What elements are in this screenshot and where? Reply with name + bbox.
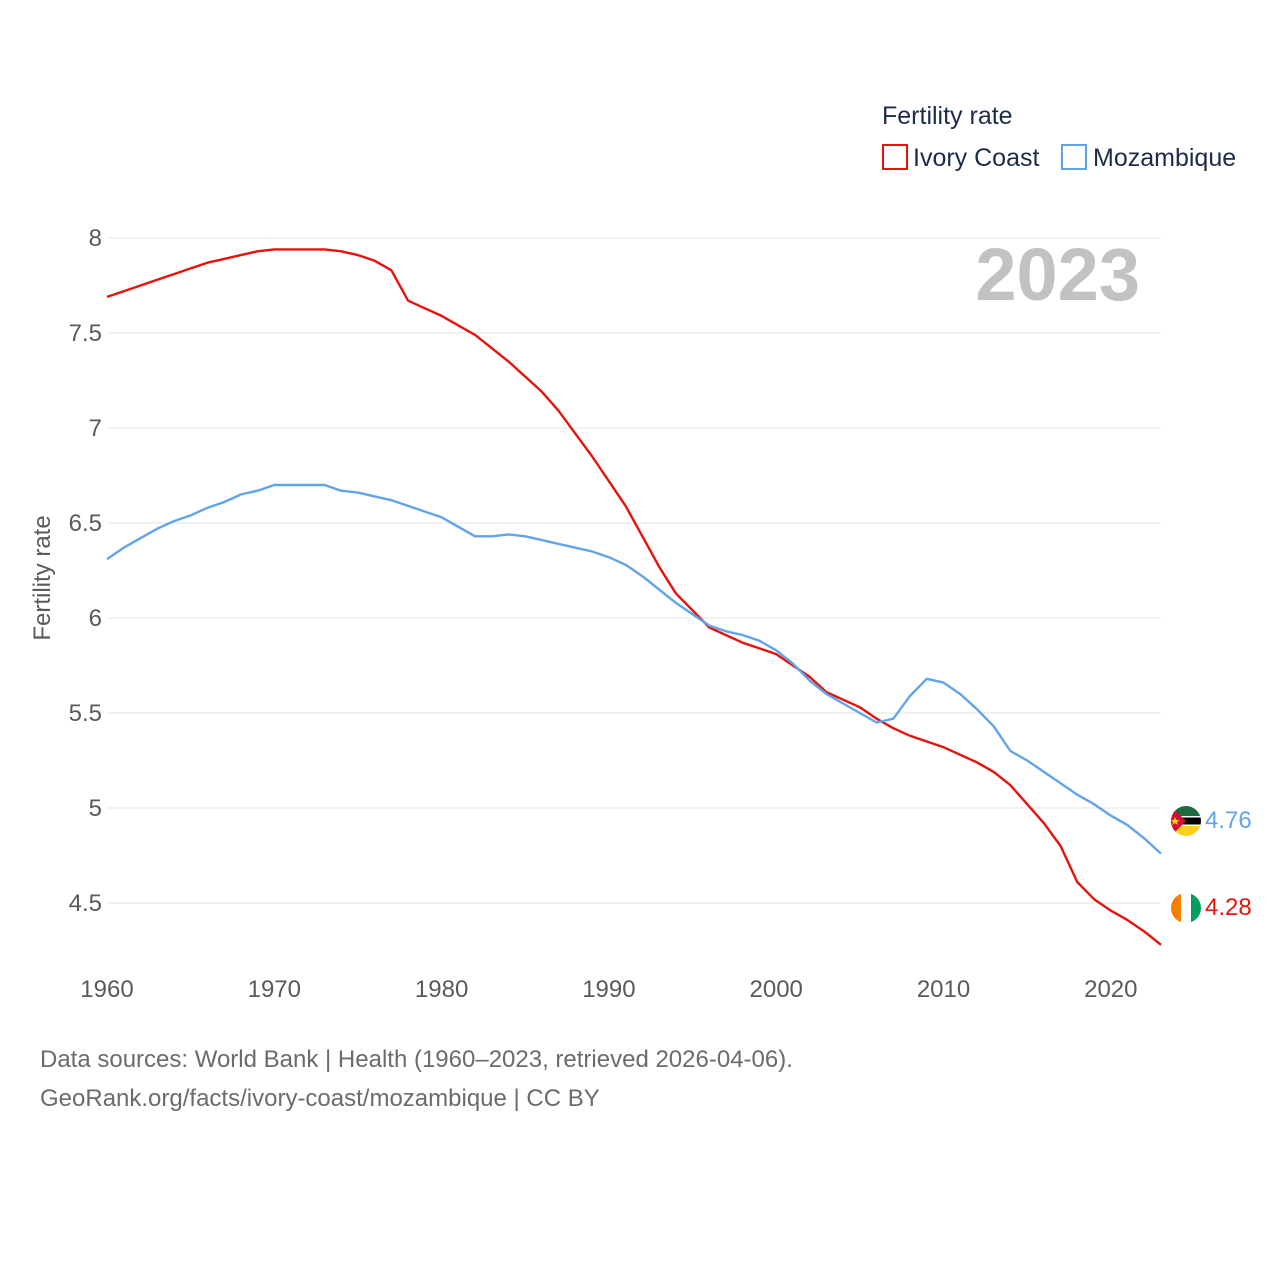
x-tick-label: 1980 xyxy=(415,976,468,1003)
y-tick-label: 8 xyxy=(89,225,102,252)
y-tick-label: 7.5 xyxy=(69,320,102,347)
legend-swatch-mozambique xyxy=(1061,144,1087,170)
gridlines xyxy=(107,237,1161,904)
x-tick-label: 2010 xyxy=(917,976,970,1003)
end-label-ivory-coast: 4.28 xyxy=(1205,894,1252,921)
legend-label-ivory-coast[interactable]: Ivory Coast xyxy=(913,144,1039,172)
series-line-ivory-coast[interactable] xyxy=(106,248,1162,946)
legend-label-mozambique[interactable]: Mozambique xyxy=(1093,144,1236,172)
x-tick-label: 1960 xyxy=(80,976,133,1003)
legend: Fertility rate Ivory Coast Mozambique xyxy=(882,102,1236,172)
y-axis-title: Fertility rate xyxy=(29,515,56,640)
year-stamp: 2023 xyxy=(975,233,1140,316)
x-tick-label: 2000 xyxy=(750,976,803,1003)
x-tick-label: 1970 xyxy=(248,976,301,1003)
y-tick-label: 7 xyxy=(89,415,102,442)
series-lines xyxy=(106,248,1162,946)
ivory-coast-flag-icon xyxy=(1171,893,1201,923)
source-line-2[interactable]: GeoRank.org/facts/ivory-coast/mozambique… xyxy=(40,1085,600,1112)
y-tick-label: 6.5 xyxy=(69,510,102,537)
x-tick-label: 1990 xyxy=(582,976,635,1003)
x-axis-ticks: 1960 1970 1980 1990 2000 2010 2020 xyxy=(80,976,1137,1003)
y-tick-label: 5 xyxy=(89,795,102,822)
y-axis-ticks: 4.5 5 5.5 6 6.5 7 7.5 8 xyxy=(69,225,102,917)
legend-title: Fertility rate xyxy=(882,102,1013,130)
y-tick-label: 4.5 xyxy=(69,890,102,917)
y-tick-label: 5.5 xyxy=(69,700,102,727)
series-line-mozambique[interactable] xyxy=(106,483,1162,855)
x-tick-label: 2020 xyxy=(1084,976,1137,1003)
source-line-1: Data sources: World Bank | Health (1960–… xyxy=(40,1046,793,1073)
mozambique-flag-icon xyxy=(1171,806,1201,836)
legend-swatch-ivory-coast xyxy=(882,144,908,170)
end-label-mozambique: 4.76 xyxy=(1205,807,1252,834)
y-tick-label: 6 xyxy=(89,605,102,632)
